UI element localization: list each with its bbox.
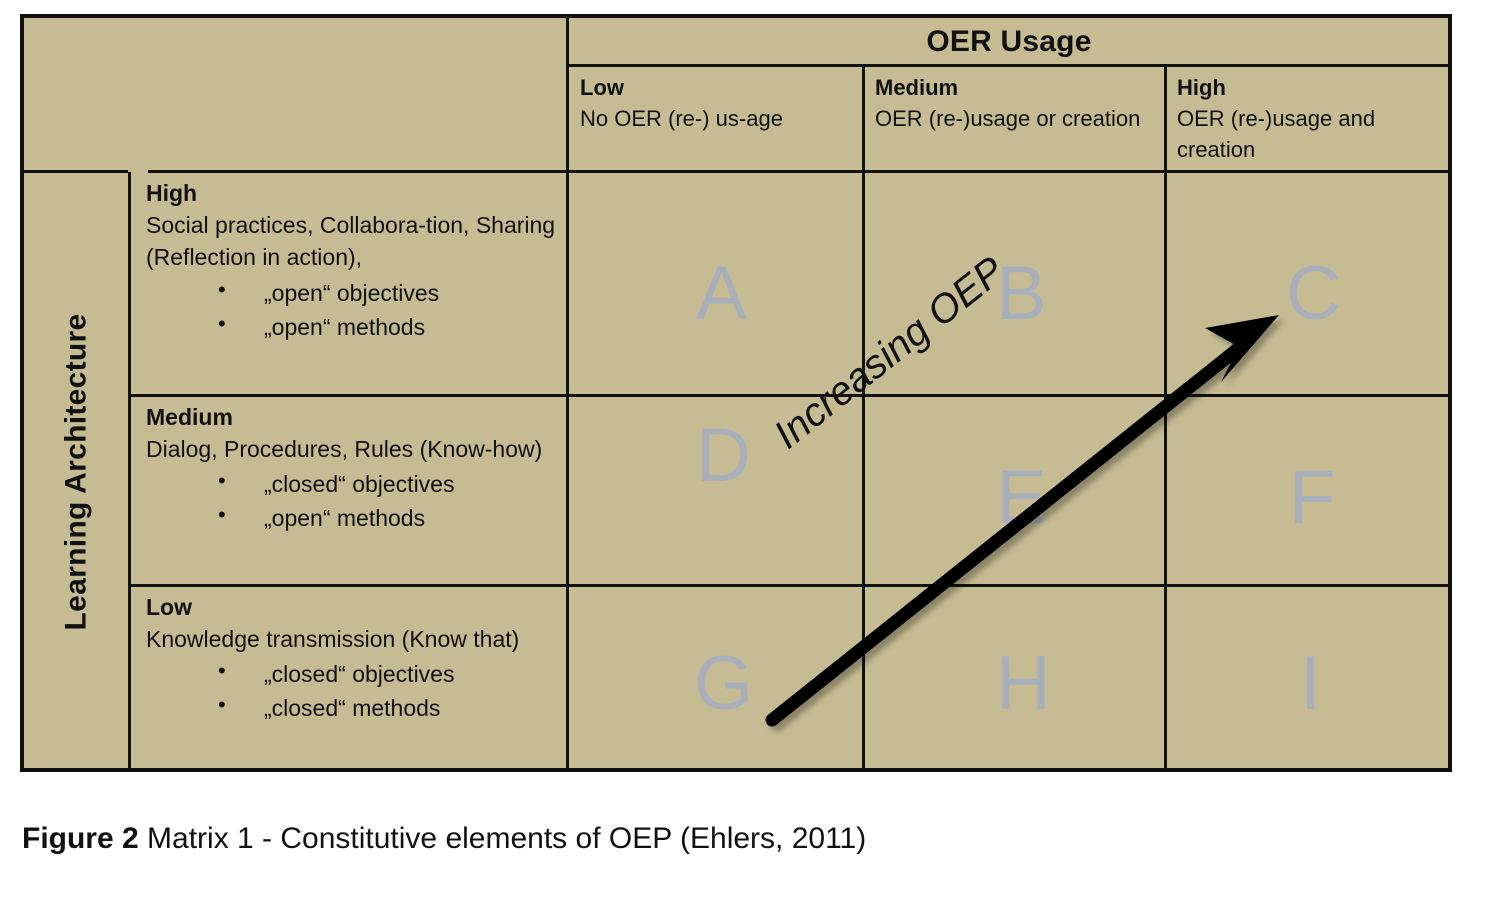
list-item: „closed“ objectives xyxy=(146,655,560,691)
column-header-low: Low No OER (re-) us-age xyxy=(570,68,862,168)
column-header-high: High OER (re-)usage and creation xyxy=(1167,68,1452,168)
row-axis-title: Learning Architecture xyxy=(24,172,128,772)
row-header-high-level: High xyxy=(146,180,198,206)
matrix-cell-c: C xyxy=(1286,251,1341,336)
column-header-medium: Medium OER (re-)usage or creation xyxy=(865,68,1164,168)
matrix-cell-i: I xyxy=(1300,641,1322,726)
row-header-low-description: Knowledge transmission (Know that) xyxy=(146,626,520,653)
matrix-cell-d: D xyxy=(696,413,751,498)
row-header-medium-level: Medium xyxy=(146,404,233,430)
column-header-low-level: Low xyxy=(580,75,624,100)
list-item: „open“ objectives xyxy=(146,274,560,310)
matrix-cell-h: H xyxy=(996,641,1051,726)
list-item: „open“ methods xyxy=(146,499,560,535)
row-header-medium: Medium Dialog, Procedures, Rules (Know-h… xyxy=(132,397,566,584)
list-item: „closed“ objectives xyxy=(146,465,560,501)
figure-caption-label: Figure 2 xyxy=(22,822,139,855)
row-header-medium-bullets: „closed“ objectives „open“ methods xyxy=(146,465,560,535)
figure-caption: Figure 2 Matrix 1 - Constitutive element… xyxy=(22,822,866,856)
column-header-high-description: OER (re-)usage and creation xyxy=(1177,106,1376,163)
column-header-medium-description: OER (re-)usage or creation xyxy=(875,106,1141,132)
row-header-low-level: Low xyxy=(146,594,192,620)
column-header-low-description: No OER (re-) us-age xyxy=(580,106,783,132)
arrow-label: Increasing OEP xyxy=(765,248,1013,458)
row-header-high: High Social practices, Collabora-tion, S… xyxy=(132,173,566,394)
row-header-low-bullets: „closed“ objectives „closed“ methods xyxy=(146,655,560,725)
matrix-cell-e: E xyxy=(996,455,1047,540)
grid-hline-header-right xyxy=(148,170,1452,173)
grid-vline-axis-label xyxy=(128,172,131,772)
oep-matrix-table: OER Usage Low No OER (re-) us-age Medium… xyxy=(20,14,1452,772)
matrix-cell-a: A xyxy=(696,251,747,336)
grid-hline-header-title xyxy=(566,64,1452,67)
matrix-cell-b: B xyxy=(996,251,1047,336)
column-axis-title: OER Usage xyxy=(926,25,1092,58)
figure-caption-text: Matrix 1 - Constitutive elements of OEP … xyxy=(138,822,867,855)
matrix-cell-f: F xyxy=(1289,455,1336,540)
column-header-medium-level: Medium xyxy=(875,75,959,100)
row-header-high-bullets: „open“ objectives „open“ methods xyxy=(146,274,560,344)
matrix-cell-g: G xyxy=(694,641,754,726)
row-header-medium-description: Dialog, Procedures, Rules (Know-how) xyxy=(146,436,543,463)
column-header-high-level: High xyxy=(1177,75,1226,100)
grid-hline-header-left xyxy=(24,170,128,173)
row-axis-title-text: Learning Architecture xyxy=(59,313,93,631)
list-item: „open“ methods xyxy=(146,308,560,344)
row-header-high-description: Social practices, Collabora-tion, Sharin… xyxy=(146,212,556,271)
list-item: „closed“ methods xyxy=(146,689,560,725)
row-header-low: Low Knowledge transmission (Know that) „… xyxy=(132,587,566,772)
